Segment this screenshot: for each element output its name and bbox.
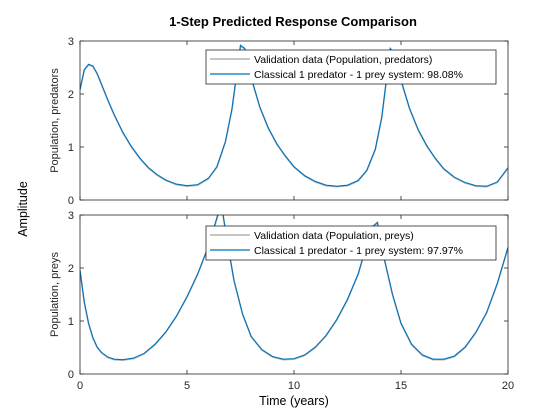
axes-panel-2: 0 5 10 15 20 0 1 2 3 Population, preys Validation …: [49, 210, 514, 392]
x-tick-label: 20: [502, 380, 514, 392]
y-tick-label: 0: [68, 195, 74, 207]
series-line-model: [80, 44, 508, 187]
figure-ylabel: Amplitude: [16, 181, 30, 237]
y-tick-label: 2: [68, 263, 74, 275]
legend-box: [205, 49, 497, 85]
axis-ylabel: Population, preys: [49, 252, 61, 337]
legend-label: Classical 1 predator - 1 prey system: 97…: [254, 245, 463, 257]
x-tick-label: 10: [288, 380, 300, 392]
panels: 0 1 2 3 Population, predators Validation data…: [49, 36, 514, 392]
legend: Validation data (Population, predators) C…: [205, 49, 497, 85]
x-tick-label: 5: [184, 380, 190, 392]
legend: Validation data (Population, preys) Class…: [205, 225, 497, 261]
y-tick-label: 3: [68, 210, 74, 222]
figure-title: 1-Step Predicted Response Comparison: [169, 14, 417, 29]
series-line-model: [80, 215, 508, 361]
legend-label: Validation data (Population, predators): [254, 54, 432, 66]
axis-ylabel: Population, predators: [49, 68, 61, 173]
y-tick-label: 1: [68, 316, 74, 328]
figure-xlabel: Time (years): [259, 394, 329, 408]
y-tick-label: 3: [68, 36, 74, 48]
legend-box: [205, 225, 497, 261]
y-tick-label: 1: [68, 142, 74, 154]
legend-label: Validation data (Population, preys): [254, 230, 414, 242]
x-tick-label: 0: [77, 380, 83, 392]
y-tick-label: 2: [68, 89, 74, 101]
axes-panel-1: 0 1 2 3 Population, predators Validation data…: [49, 36, 509, 207]
legend-label: Classical 1 predator - 1 prey system: 98…: [254, 69, 463, 81]
x-tick-label: 15: [395, 380, 407, 392]
y-tick-label: 0: [68, 369, 74, 381]
